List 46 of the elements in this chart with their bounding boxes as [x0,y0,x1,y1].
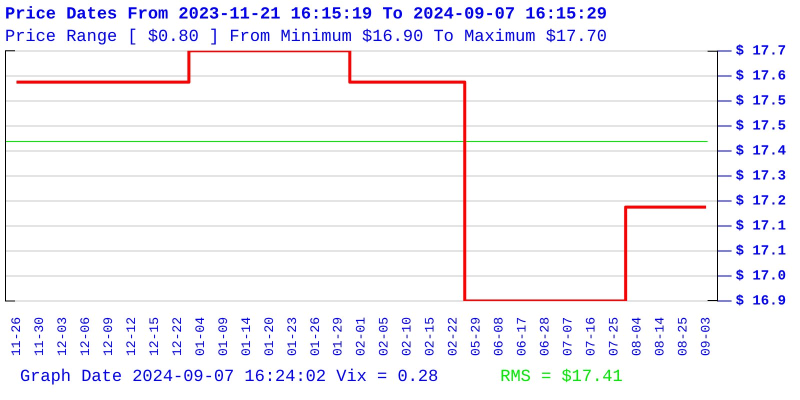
x-tick-label: 08-14 [652,316,668,356]
y-tick-label: $ 17.3 [736,168,786,184]
x-tick-label: 01-09 [216,316,231,356]
y-tick-label: $ 17.1 [736,243,786,260]
ref-line-label: RMS = $17.41 [500,368,623,387]
x-tick-label: 02-10 [400,316,415,356]
x-tick-label: 01-23 [284,316,300,356]
x-tick-label: 02-15 [422,316,438,356]
x-tick-label: 02-01 [354,316,369,356]
x-tick-label: 01-04 [192,316,208,356]
x-tick-label: 12-22 [170,316,185,356]
y-tick-label: $ 17.0 [736,268,786,285]
y-tick-label: $ 17.6 [736,68,786,84]
x-tick-label: 01-26 [308,316,323,356]
x-tick-label: 11-26 [8,316,24,356]
y-tick-label: $ 16.9 [736,294,786,310]
x-tick-label: 08-04 [630,316,645,356]
x-tick-label: 05-29 [468,316,484,356]
x-tick-label: 12-12 [124,316,139,356]
x-tick-label: 01-14 [238,316,254,356]
x-tick-label: 07-16 [584,316,599,356]
text: Graph Date 2024-09-07 16:24:02 Vix = 0.28 [20,368,438,387]
x-tick-label: 07-25 [606,316,622,356]
x-tick-label: 12-09 [100,316,116,356]
x-tick-label: 06-17 [514,316,530,356]
x-tick-label: 12-15 [146,316,162,356]
y-tick-label: $ 17.4 [736,143,786,160]
y-tick-label: $ 17.5 [736,118,786,134]
y-tick-label: $ 17.7 [736,43,786,60]
x-tick-label: 02-22 [446,316,461,356]
chart-subtitle: Price Range [ $0.80 ] From Minimum $16.90 To Maximum $17.70 [5,28,607,48]
y-tick-label: $ 17.1 [736,218,786,234]
x-tick-label: 02-05 [376,316,392,356]
y-tick-label: $ 17.2 [736,193,786,210]
y-tick-label: $ 17.5 [736,93,786,110]
x-tick-label: 09-03 [698,316,714,356]
x-tick-label: 07-07 [560,316,576,356]
x-tick-label: 11-30 [32,316,47,356]
x-tick-label: 08-25 [676,316,691,356]
x-tick-label: 01-29 [330,316,346,356]
x-tick-label: 01-20 [262,316,277,356]
x-tick-label: 12-06 [78,316,93,356]
x-tick-label: 12-03 [54,316,70,356]
chart-title: Price Dates From 2023-11-21 16:15:19 To 2024-09-07 16:15:29 [5,5,607,24]
x-tick-label: 06-08 [492,316,507,356]
x-tick-label: 06-28 [538,316,553,356]
